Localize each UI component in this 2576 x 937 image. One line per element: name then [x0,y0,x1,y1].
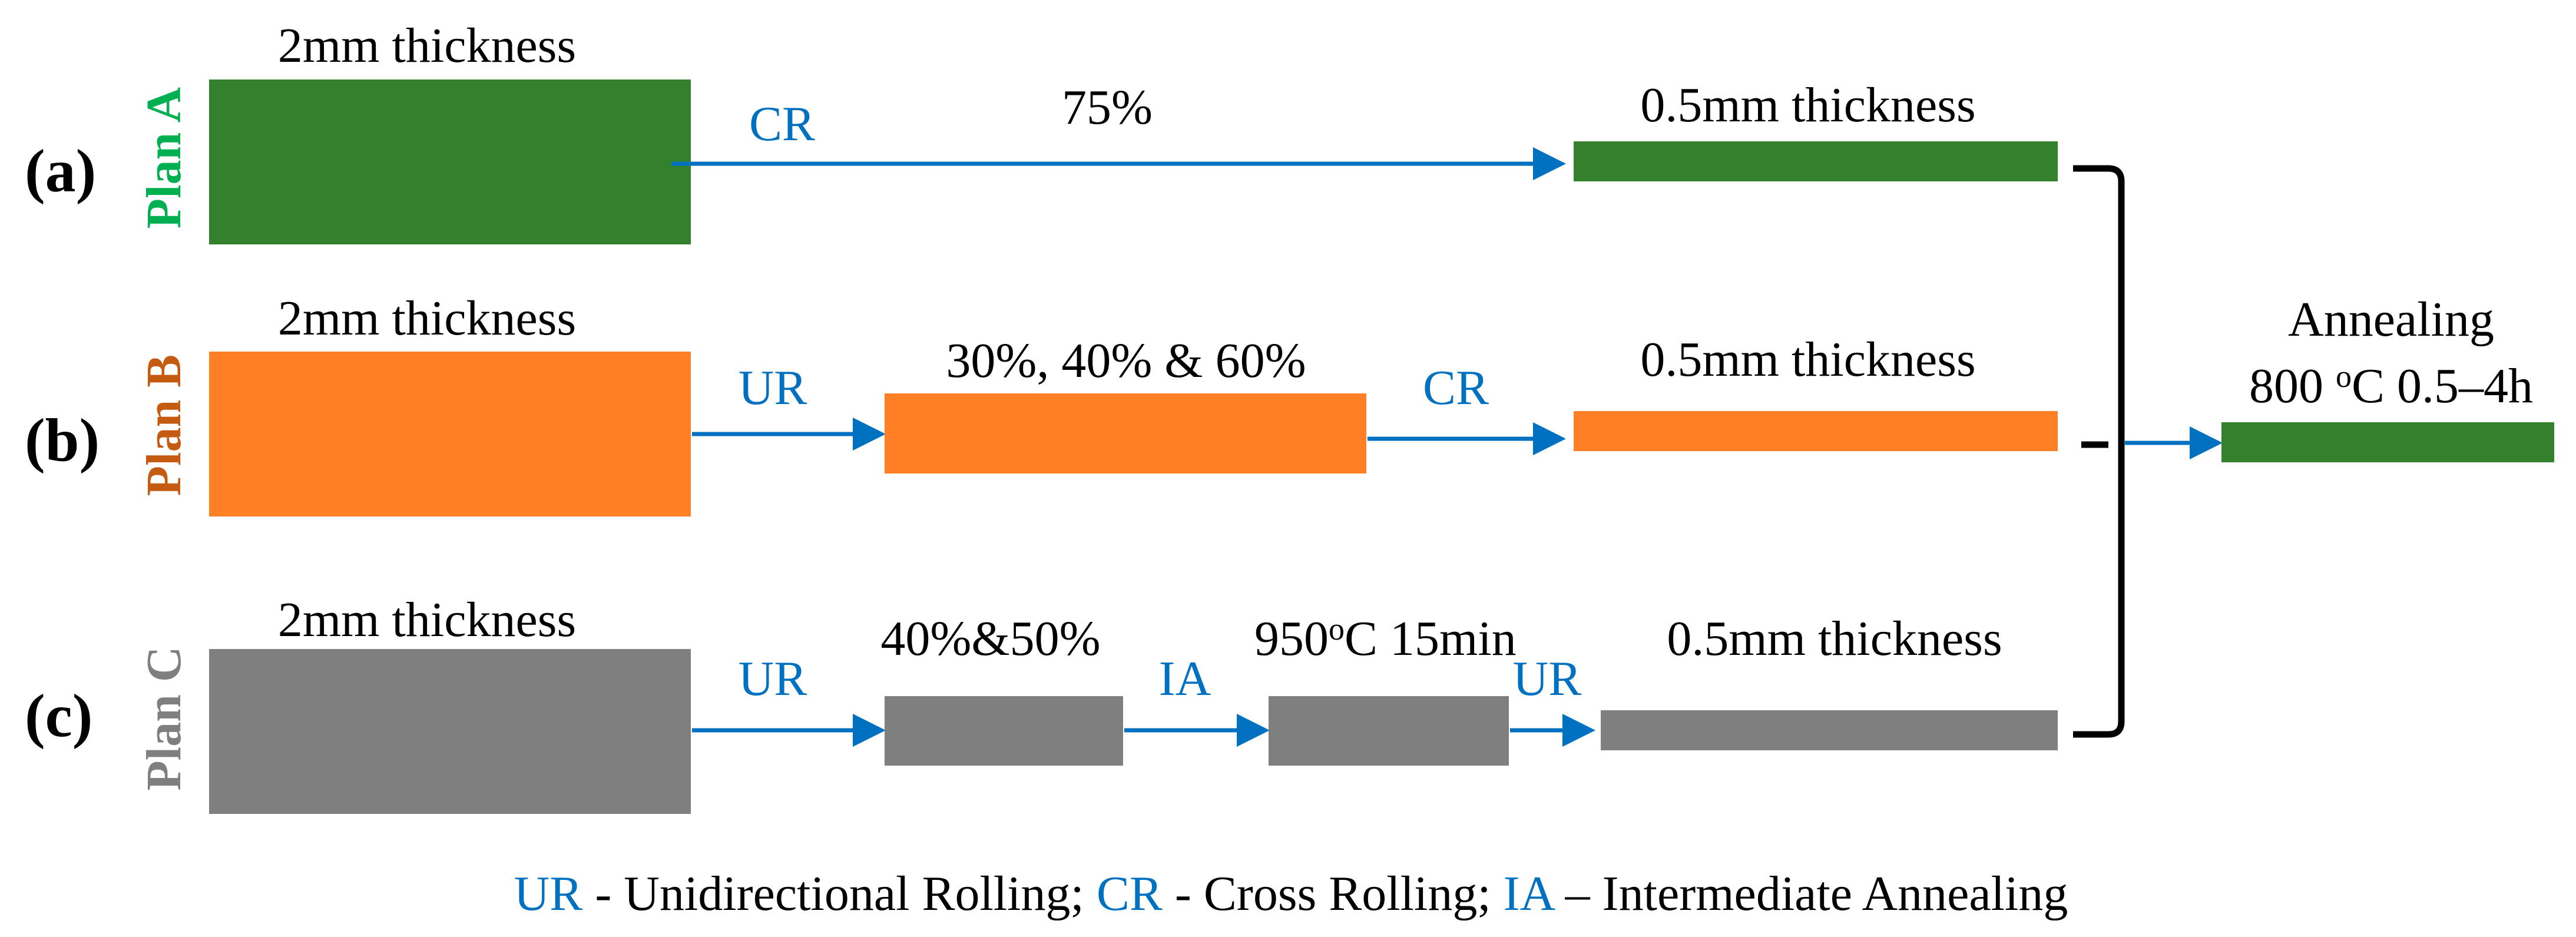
plan-a-start-thickness: 2mm thickness [278,18,576,73]
merge-bracket [2073,165,2125,738]
plan-c-final-sheet [1601,710,2058,750]
annealing-degree: o [2336,359,2352,394]
plan-c-process-ia: IA [1159,651,1211,706]
plan-a-start-sheet [209,80,691,244]
panel-label-a: (a) [25,137,96,205]
plan-c-label: Plan C [137,646,191,790]
plan-a-process-cr: CR [749,97,815,151]
row-plan-c: (c) Plan C 2mm thickness UR 40%&50% IA 9… [25,592,2058,814]
panel-label-b: (b) [25,406,100,474]
bracket-line [2073,165,2125,738]
annealing-temp: 800 [2249,359,2336,413]
plan-c-start-sheet [209,649,691,814]
annealed-sheet [2221,422,2554,462]
plan-a-reduction: 75% [1062,80,1153,135]
plan-b-process-cr: CR [1423,360,1489,415]
annealing-step: Annealing 800 oC 0.5–4h [2221,292,2554,462]
plan-c-ia-degree: o [1329,611,1345,647]
annealing-title: Annealing [2288,292,2494,347]
row-plan-a: (a) Plan A 2mm thickness CR 75% 0.5mm th… [25,18,2058,244]
plan-b-reduction: 30%, 40% & 60% [946,333,1306,388]
plan-a-final-sheet [1574,141,2058,181]
plan-c-process-ur-1: UR [739,651,807,706]
plan-c-ia-condition: 950oC 15min [1254,611,1517,666]
legend-ur-abbr: UR [514,866,583,921]
plan-b-start-thickness: 2mm thickness [278,291,576,346]
plan-b-intermediate-sheet [885,393,1366,474]
abbreviation-legend: UR - Unidirectional Rolling; CR - Cross … [514,866,2068,921]
plan-a-final-thickness: 0.5mm thickness [1640,78,1975,133]
legend-ia-abbr: IA [1504,866,1556,921]
plan-c-intermediate-sheet-1 [885,696,1123,766]
legend-ia-text: – Intermediate Annealing [1553,866,2068,921]
annealing-condition: 800 oC 0.5–4h [2249,359,2533,413]
annealing-conditions: C 0.5–4h [2352,359,2533,413]
plan-c-final-thickness: 0.5mm thickness [1667,611,2002,666]
plan-c-start-thickness: 2mm thickness [278,592,576,647]
plan-c-ia-temp: 950 [1254,611,1329,666]
plan-b-final-thickness: 0.5mm thickness [1640,332,1975,387]
legend-cr-abbr: CR [1097,866,1163,921]
plan-b-final-sheet [1574,411,2058,451]
plan-c-intermediate-sheet-2 [1269,696,1509,766]
legend-ur-text: - Unidirectional Rolling; [582,866,1097,921]
row-plan-b: (b) Plan B 2mm thickness UR 30%, 40% & 6… [25,291,2058,516]
plan-c-ia-time: C 15min [1345,611,1517,666]
plan-a-label: Plan A [137,87,191,229]
panel-label-c: (c) [25,682,92,750]
plan-c-process-ur-2: UR [1513,651,1582,706]
plan-b-start-sheet [209,352,691,516]
plan-b-process-ur: UR [739,360,807,415]
plan-b-label: Plan B [137,355,191,496]
legend-cr-text: - Cross Rolling; [1163,866,1504,921]
plan-c-reduction: 40%&50% [880,611,1100,666]
